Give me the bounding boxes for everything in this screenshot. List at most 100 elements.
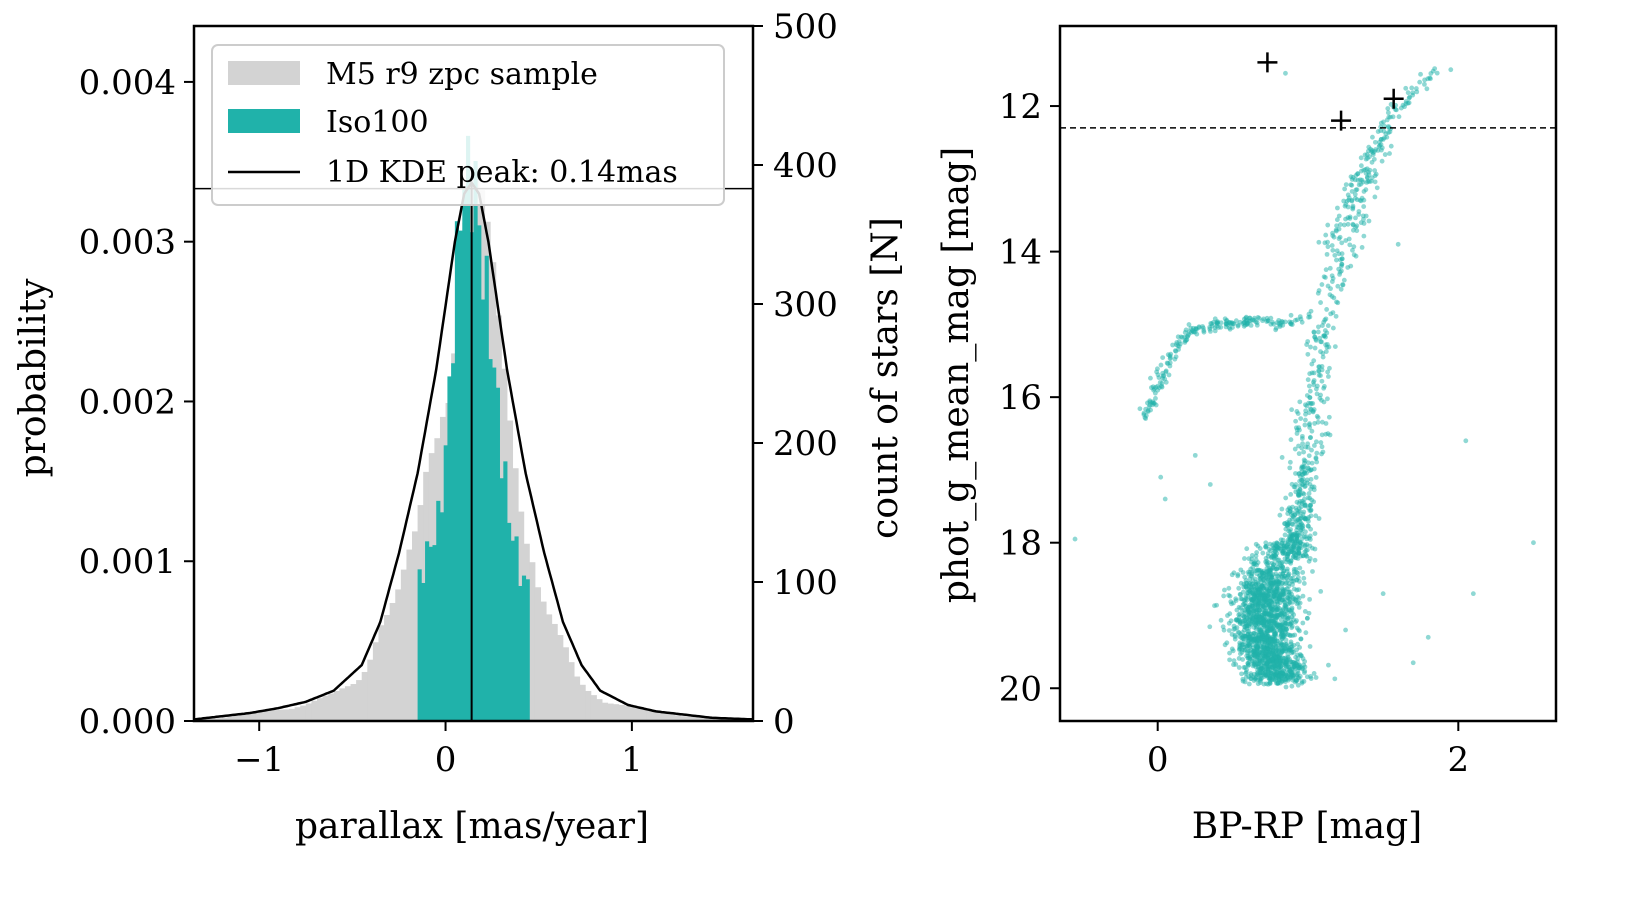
- cmd-point-2144: [1263, 540, 1269, 546]
- cmd-point-371: [1303, 529, 1308, 535]
- cmd-point-562: [1409, 85, 1415, 91]
- cmd-point-2483: [1307, 644, 1313, 649]
- cmd-point-2355: [1281, 611, 1287, 617]
- cmd-point-140: [1311, 329, 1317, 335]
- cmd-point-2080: [1295, 641, 1301, 647]
- cmd-point-212: [1294, 409, 1300, 414]
- cmd-point-312: [1288, 491, 1294, 497]
- cmd-point-322: [1308, 476, 1314, 482]
- cmd-point-43: [1353, 215, 1358, 221]
- cmd-point-68: [1361, 233, 1367, 239]
- cmd-point-1036: [1242, 574, 1248, 580]
- sample-bar-31: [367, 659, 374, 721]
- cmd-point-610: [1368, 146, 1374, 152]
- cmd-point-1435: [1236, 617, 1242, 623]
- cmd-point-47: [1361, 189, 1367, 194]
- iso100-bar-10: [454, 221, 459, 721]
- cmd-point-643: [1354, 187, 1360, 193]
- cmd-point-32: [1372, 194, 1378, 200]
- cmd-point-2377: [1304, 615, 1310, 621]
- cmd-point-2397: [1279, 560, 1284, 566]
- cmd-point-621: [1371, 156, 1377, 162]
- cmd-point-639: [1358, 181, 1364, 187]
- cmd-point-2454: [1252, 600, 1258, 605]
- cmd-point-402: [1301, 509, 1307, 515]
- cmd-point-2017: [1310, 569, 1315, 574]
- sample-bar-89: [691, 716, 698, 721]
- cmd-point-1844: [1239, 671, 1244, 677]
- cmd-point-2032: [1282, 663, 1288, 668]
- cmd-point-263: [1287, 459, 1293, 465]
- sample-bar-68: [574, 676, 581, 721]
- cmd-point-1245: [1254, 607, 1260, 612]
- cmd-point-712: [1264, 319, 1270, 324]
- cmd-point-258: [1309, 428, 1315, 434]
- cmd-point-416: [1316, 516, 1322, 521]
- cmd-point-885: [1141, 412, 1147, 418]
- cmd-point-2066: [1249, 553, 1255, 558]
- cmd-point-2324: [1295, 570, 1301, 576]
- cmd-point-71: [1339, 256, 1345, 262]
- histogram-y-axis-label: probability: [13, 278, 54, 477]
- cmd-point-849: [1166, 372, 1172, 378]
- cmd-point-2496: [1294, 663, 1300, 669]
- cmd-point-2385: [1243, 583, 1248, 589]
- cmd-point-2383: [1279, 645, 1285, 651]
- cmd-point-188: [1293, 418, 1299, 424]
- cmd-point-2407: [1279, 669, 1285, 675]
- cmd-point-1689: [1326, 662, 1331, 668]
- cmd-point-627: [1371, 149, 1377, 154]
- cmd-point-874: [1153, 396, 1158, 401]
- cmd-point-2469: [1246, 662, 1252, 668]
- cmd-point-209: [1326, 414, 1332, 420]
- cmd-point-135: [1324, 307, 1330, 312]
- cmd-point-2435: [1227, 650, 1232, 656]
- cmd-point-2239: [1260, 649, 1266, 655]
- cmd-point-2501: [1248, 566, 1254, 572]
- cmd-point-2489: [1274, 658, 1279, 664]
- sample-bar-67: [568, 662, 575, 721]
- cmd-point-2353: [1264, 561, 1270, 567]
- histogram-x-ticks: −1 0 1: [234, 721, 643, 780]
- cmd-point-2406: [1283, 648, 1289, 654]
- cmd-point-2122: [1318, 588, 1324, 594]
- hist-y-tick-label-0: 0.000: [79, 702, 176, 742]
- cmd-point-589: [1390, 114, 1396, 120]
- cmd-point-176: [1309, 370, 1315, 376]
- cmd-point-216: [1307, 395, 1313, 400]
- cmd-point-26: [1365, 175, 1370, 181]
- cmd-point-269: [1309, 460, 1315, 466]
- iso100-bar-15: [473, 161, 478, 721]
- sample-bar-79: [635, 708, 642, 721]
- cmd-point-577: [1385, 110, 1391, 116]
- cmd-point-170: [1312, 345, 1318, 351]
- cmd-x-tick-label-0: 0: [1147, 740, 1169, 780]
- cmd-point-783: [1214, 323, 1220, 329]
- cmd-point-38: [1361, 204, 1367, 209]
- cmd-point-2129: [1292, 632, 1298, 638]
- iso100-bar-25: [510, 540, 515, 721]
- cmd-point-1768: [1294, 659, 1300, 665]
- cmd-point-1405: [1221, 627, 1227, 633]
- sample-bar-37: [400, 569, 407, 721]
- cmd-point-241: [1309, 447, 1314, 453]
- hist-x-tick-label-0: −1: [234, 740, 284, 780]
- cmd-point-716: [1248, 323, 1254, 328]
- cmd-point-500: [1299, 531, 1305, 537]
- cmd-point-831: [1160, 355, 1166, 361]
- cmd-point-435: [1303, 516, 1308, 522]
- cmd-point-1423: [1240, 621, 1245, 627]
- cmd-point-648: [1336, 213, 1342, 219]
- cmd-point-1819: [1289, 683, 1295, 689]
- hist-y-tick-label-1: 0.001: [79, 542, 176, 582]
- sample-bar-27: [344, 686, 351, 721]
- sample-bar-87: [680, 716, 687, 721]
- cmd-point-2528: [1395, 241, 1401, 247]
- sample-bar-90: [697, 716, 704, 721]
- cmd-plus-marker-0: [1257, 52, 1278, 73]
- cmd-point-2048: [1240, 657, 1246, 662]
- cmd-point-206: [1307, 421, 1312, 427]
- cmd-point-2270: [1246, 639, 1252, 644]
- sample-bar-24: [328, 693, 335, 721]
- cmd-point-223: [1292, 446, 1298, 452]
